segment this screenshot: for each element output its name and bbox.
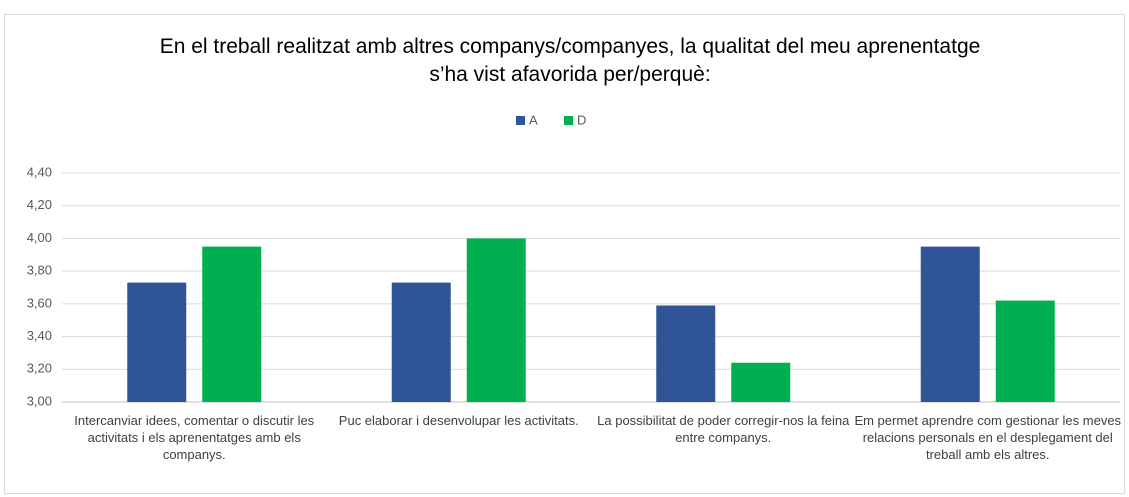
x-tick-label: Em permet aprendre com gestionar les mev… <box>854 413 1122 462</box>
legend-label: A <box>529 112 538 127</box>
legend-swatch <box>564 116 573 125</box>
bar <box>995 300 1055 402</box>
x-tick-label: La possibilitat de poder corregir-nos la… <box>597 413 850 445</box>
y-tick-label: 4,40 <box>27 164 52 179</box>
bar <box>391 282 451 402</box>
bar <box>127 282 187 402</box>
y-tick-label: 4,20 <box>27 197 52 212</box>
legend-label: D <box>577 112 586 127</box>
bar <box>656 305 716 402</box>
y-tick-label: 3,80 <box>27 263 52 278</box>
y-tick-label: 3,20 <box>27 361 52 376</box>
y-tick-label: 3,60 <box>27 295 52 310</box>
bar <box>202 246 262 402</box>
bar <box>466 238 526 402</box>
legend-swatch <box>516 116 525 125</box>
y-tick-label: 3,40 <box>27 328 52 343</box>
y-tick-label: 3,00 <box>27 393 52 408</box>
y-tick-label: 4,00 <box>27 230 52 245</box>
chart-title: En el treball realitzat amb altres compa… <box>159 35 981 86</box>
x-tick-label: Puc elaborar i desenvolupar les activita… <box>338 413 579 428</box>
bar <box>731 362 791 402</box>
x-tick-label: Intercanviar idees, comentar o discutir … <box>74 413 315 462</box>
bar <box>920 246 980 402</box>
chart-frame <box>4 14 1125 494</box>
